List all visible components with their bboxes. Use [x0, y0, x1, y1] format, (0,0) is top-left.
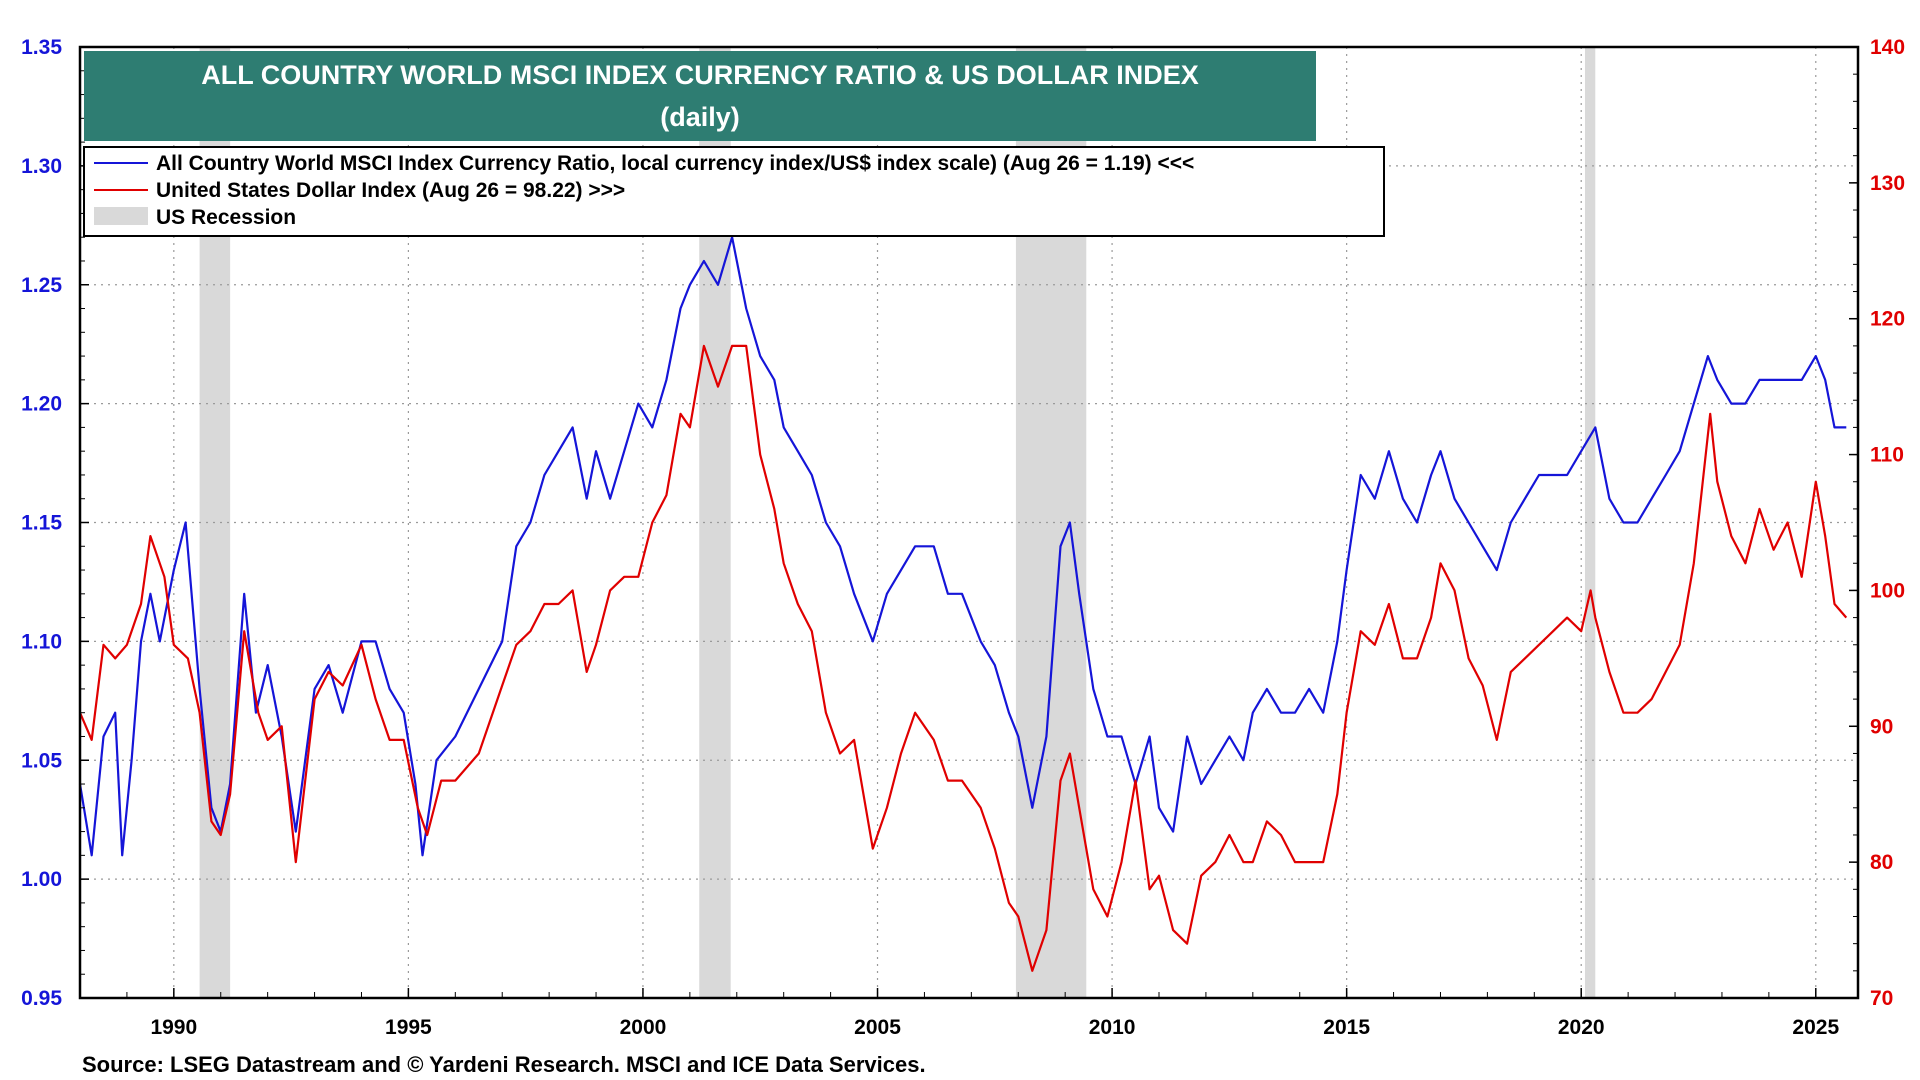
right-tick-label-1: 80 [1870, 851, 1893, 874]
chart-subtitle: (daily) [660, 102, 740, 132]
title-box [84, 51, 1316, 141]
series-line-usd-index [78, 344, 1848, 972]
recession-band-3 [1584, 47, 1596, 998]
left-tick-label-8: 1.35 [21, 36, 62, 59]
x-tick-label-2: 2000 [620, 1016, 667, 1039]
left-tick-label-4: 1.15 [21, 512, 62, 535]
left-tick-label-2: 1.05 [21, 749, 62, 772]
series-line-ratio [78, 236, 1847, 857]
legend-swatch-recession [94, 207, 148, 225]
series-lines [78, 236, 1848, 972]
right-tick-label-5: 120 [1870, 308, 1905, 331]
x-tick-label-3: 2005 [854, 1016, 901, 1039]
left-tick-label-0: 0.95 [21, 987, 62, 1010]
x-tick-label-4: 2010 [1089, 1016, 1136, 1039]
source-note: Source: LSEG Datastream and © Yardeni Re… [82, 1052, 926, 1077]
right-tick-label-0: 70 [1870, 987, 1893, 1010]
right-tick-label-3: 100 [1870, 579, 1905, 602]
legend-box [83, 146, 1385, 237]
axis-ticks: 0.95 1.00 1.05 1.10 1.15 1.20 1.25 1.30 1.35 70 80… [21, 36, 1905, 1039]
left-tick-label-6: 1.25 [21, 274, 62, 297]
legend-label-recession: US Recession [156, 206, 296, 229]
chart-title: ALL COUNTRY WORLD MSCI INDEX CURRENCY RA… [201, 60, 1199, 90]
x-tick-label-0: 1990 [150, 1016, 197, 1039]
x-tick-label-5: 2015 [1323, 1016, 1370, 1039]
x-tick-label-7: 2025 [1792, 1016, 1839, 1039]
legend-label-ratio: All Country World MSCI Index Currency Ra… [156, 152, 1194, 175]
x-tick-label-6: 2020 [1558, 1016, 1605, 1039]
right-tick-label-2: 90 [1870, 715, 1893, 738]
right-tick-label-4: 110 [1870, 444, 1904, 467]
left-tick-label-3: 1.10 [21, 630, 62, 653]
right-tick-label-7: 140 [1870, 36, 1905, 59]
left-tick-label-5: 1.20 [21, 393, 62, 416]
legend-label-usd: United States Dollar Index (Aug 26 = 98.… [156, 179, 625, 202]
left-tick-label-7: 1.30 [21, 155, 62, 178]
x-tick-label-1: 1995 [385, 1016, 432, 1039]
left-tick-label-1: 1.00 [21, 868, 62, 891]
right-tick-label-6: 130 [1870, 172, 1905, 195]
